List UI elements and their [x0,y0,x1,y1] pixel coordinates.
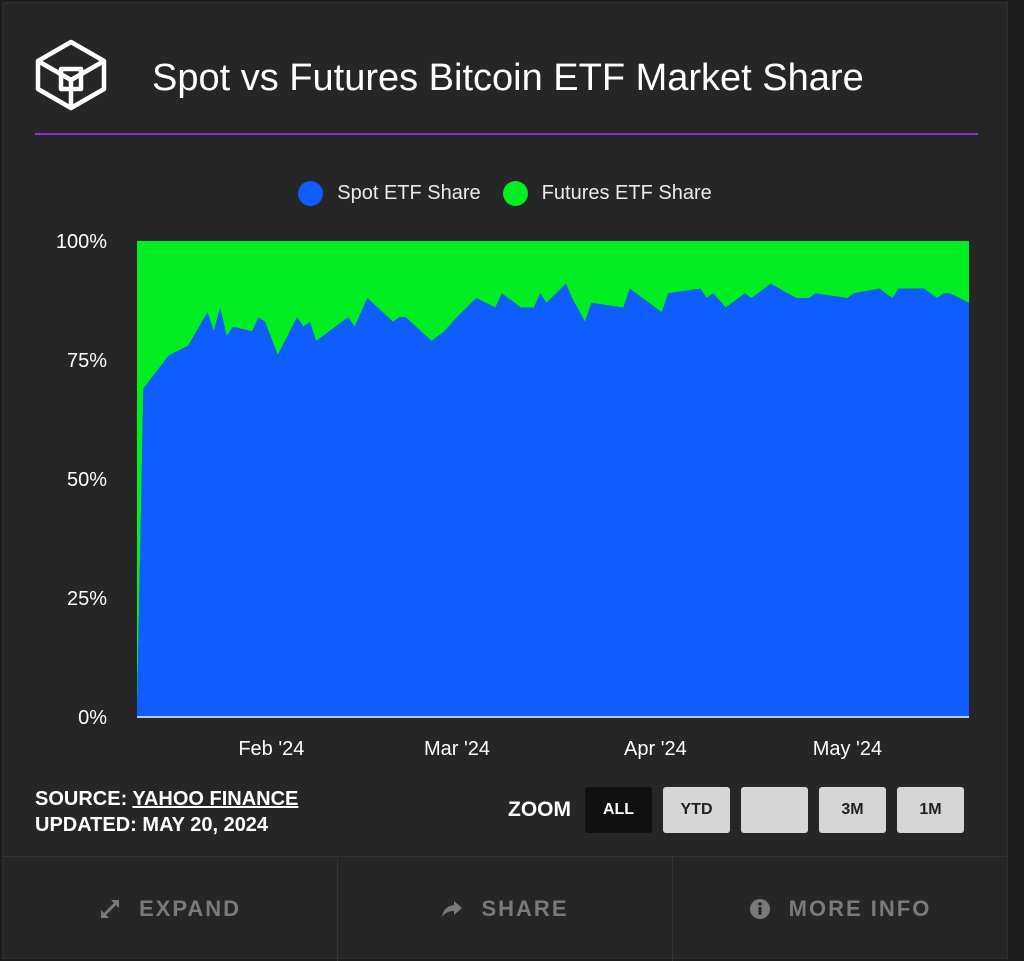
source-line: SOURCE: YAHOO FINANCE [35,786,298,812]
legend-swatch-spot [298,180,324,206]
legend-label-spot: Spot ETF Share [337,181,481,204]
x-tick-label: Mar '24 [424,738,490,760]
legend-item-futures[interactable]: Futures ETF Share [502,180,712,206]
share-icon [442,901,463,917]
share-button[interactable]: SHARE [338,857,673,961]
page-title: Spot vs Futures Bitcoin ETF Market Share [152,57,864,99]
header-divider [35,133,978,135]
y-tick-label: 0% [78,707,107,729]
chart-legend: Spot ETF Share Futures ETF Share [3,178,1007,208]
source-link[interactable]: YAHOO FINANCE [132,788,299,810]
more-info-button[interactable]: MORE INFO [673,857,1007,961]
zoom-3m-button[interactable]: 3M [819,787,886,833]
action-bar: EXPAND SHARE MORE INFO [3,856,1007,961]
y-tick-label: 100% [56,231,107,253]
legend-item-spot[interactable]: Spot ETF Share [298,180,481,206]
source-prefix: SOURCE: [35,788,133,810]
zoom-ytd-button[interactable]: YTD [663,787,730,833]
zoom-all-button[interactable]: ALL [585,787,652,833]
expand-button[interactable]: EXPAND [3,857,338,961]
series-area-spot [137,283,969,717]
y-tick-label: 75% [67,350,107,372]
y-tick-label: 50% [67,469,107,491]
source-block: SOURCE: YAHOO FINANCE UPDATED: MAY 20, 2… [35,786,298,838]
zoom-controls: ZOOM ALL YTD 3M 1M [508,786,975,834]
share-label: SHARE [481,896,569,921]
zoom-blank-button[interactable] [741,787,808,833]
chart-header: Spot vs Futures Bitcoin ETF Market Share [3,3,1007,134]
x-tick-label: Apr '24 [624,738,687,760]
x-tick-label: Feb '24 [238,738,304,760]
y-tick-label: 25% [67,588,107,610]
info-icon [749,899,770,919]
area-chart: 0% 25% 50% 75% 100% Feb '24 Mar '24 Apr '24 May … [56,231,969,760]
x-tick-label: May '24 [813,738,882,760]
legend-swatch-futures [502,180,528,206]
updated-line: UPDATED: MAY 20, 2024 [35,814,269,836]
zoom-1m-button[interactable]: 1M [897,787,964,833]
expand-label: EXPAND [138,896,242,921]
more-info-label: MORE INFO [788,896,932,921]
expand-icon [100,900,119,918]
block-logo-icon [35,39,107,111]
legend-label-futures: Futures ETF Share [541,181,712,204]
zoom-label: ZOOM [508,798,571,821]
series-area-futures [137,241,969,713]
